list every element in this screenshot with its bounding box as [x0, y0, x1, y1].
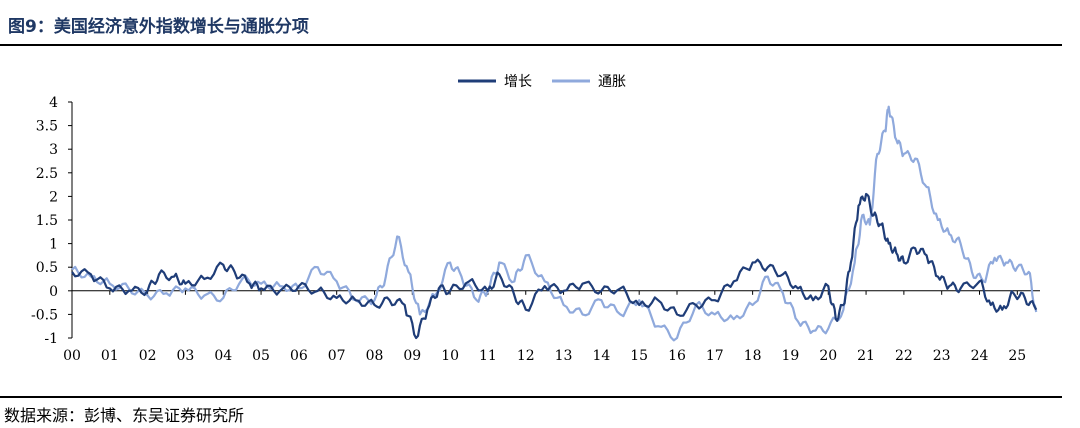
plot-area [71, 105, 1038, 342]
y-tick-label: 0 [49, 284, 58, 300]
y-tick-label: 4 [49, 95, 58, 111]
x-tick-label: 19 [782, 348, 800, 364]
y-tick-label: 1.5 [36, 213, 58, 229]
x-tick-label: 10 [441, 348, 459, 364]
x-tick-label: 20 [819, 348, 837, 364]
x-tick-label: 15 [630, 348, 648, 364]
x-tick-label: 22 [895, 348, 913, 364]
x-tick-label: 11 [479, 348, 497, 364]
legend: 增长 通胀 [458, 74, 626, 90]
x-tick-label: 02 [139, 348, 157, 364]
y-tick-label: 2.5 [36, 166, 58, 182]
legend-label-inflation: 通胀 [598, 74, 626, 90]
y-tick-label: 0.5 [36, 260, 58, 276]
x-tick-label: 07 [328, 348, 346, 364]
x-tick-label: 16 [668, 348, 686, 364]
x-tick-label: 09 [403, 348, 421, 364]
x-tick-label: 13 [555, 348, 573, 364]
x-tick-label: 05 [252, 348, 270, 364]
figure-title: 图9：美国经济意外指数增长与通胀分项 [8, 17, 309, 37]
footer-rule [0, 396, 1062, 398]
x-axis: 00 01 02 03 04 05 06 07 08 09 10 11 12 13 14 15 16 17 18 19… [63, 290, 1040, 364]
y-tick-label: -0.5 [31, 307, 58, 323]
data-source: 数据来源：彭博、东吴证券研究所 [4, 406, 245, 425]
y-axis: 4 3.5 3 2.5 2 1.5 1 0.5 0 -0.5 -1 [31, 95, 73, 347]
x-tick-label: 06 [290, 348, 308, 364]
y-tick-label: 2 [49, 189, 58, 205]
series-line-inflation [71, 105, 1038, 342]
x-tick-label: 00 [63, 348, 81, 364]
x-tick-label: 14 [592, 348, 610, 364]
x-tick-label: 01 [101, 348, 119, 364]
x-tick-label: 25 [1008, 348, 1026, 364]
x-tick-label: 24 [971, 348, 989, 364]
x-tick-label: 03 [177, 348, 195, 364]
x-tick-label: 21 [857, 348, 875, 364]
x-tick-label: 17 [706, 348, 724, 364]
line-chart: 增长 通胀 4 3.5 3 2.5 2 1.5 1 0.5 0 -0.5 -1 00 01 02 03 04… [31, 74, 1040, 364]
legend-label-growth: 增长 [504, 74, 532, 90]
x-tick-label: 23 [933, 348, 951, 364]
y-tick-label: 3 [49, 142, 58, 158]
y-tick-label: -1 [44, 331, 58, 347]
x-tick-label: 12 [517, 348, 535, 364]
y-tick-label: 3.5 [36, 119, 58, 135]
figure-header: 图9：美国经济意外指数增长与通胀分项 [0, 0, 1062, 46]
y-tick-label: 1 [49, 237, 58, 253]
x-tick-label: 18 [744, 348, 762, 364]
x-tick-label: 04 [214, 348, 232, 364]
series-line-growth [71, 192, 1038, 340]
x-tick-label: 08 [366, 348, 384, 364]
